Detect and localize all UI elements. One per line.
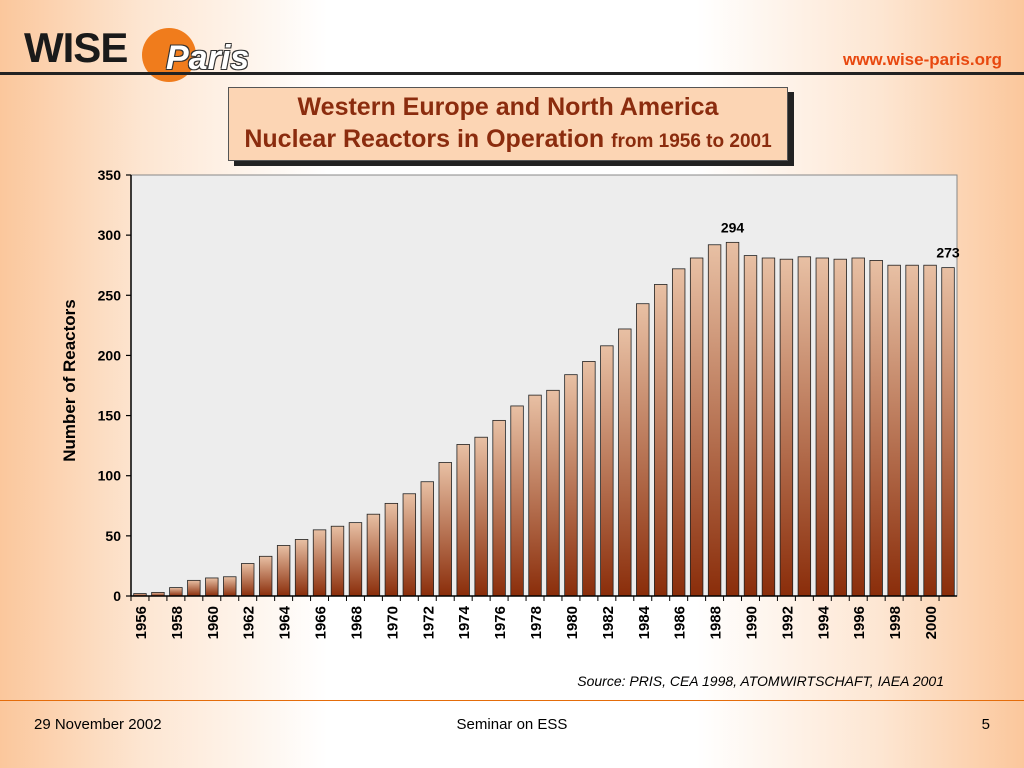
chart-title-line1: Western Europe and North America — [297, 92, 719, 121]
x-tick-label: 1956 — [133, 606, 150, 639]
bar-1988 — [707, 244, 722, 597]
x-tick-label: 1980 — [564, 606, 581, 639]
bar-1967 — [330, 525, 345, 597]
bar-2001 — [941, 267, 955, 597]
bar-1991 — [761, 257, 776, 597]
bar-1971 — [402, 493, 417, 597]
data-label: 273 — [936, 245, 960, 261]
y-tick-label: 200 — [98, 347, 122, 363]
wise-paris-logo: WISE Paris — [24, 24, 254, 82]
x-tick-label: 1970 — [384, 606, 401, 639]
bar-1972 — [420, 481, 434, 597]
bar-1960 — [205, 577, 219, 597]
chart-title-box: Western Europe and North America Nuclear… — [228, 87, 788, 161]
bar-1959 — [187, 579, 201, 597]
website-link[interactable]: www.wise-paris.org — [842, 50, 1002, 69]
bar-1958 — [169, 587, 183, 597]
y-tick-label: 250 — [98, 287, 122, 303]
footer-date: 29 November 2002 — [34, 716, 162, 733]
bar-1989 — [725, 241, 740, 597]
x-tick-label: 1996 — [851, 606, 868, 639]
bar-1973 — [438, 462, 452, 597]
bar-1994 — [815, 257, 830, 597]
bar-1970 — [384, 502, 399, 597]
footer-divider — [0, 700, 1024, 701]
bar-1985 — [654, 284, 668, 597]
x-tick-label: 1972 — [420, 606, 437, 639]
y-axis-label: Number of Reactors — [60, 299, 79, 461]
bar-1998 — [887, 264, 901, 597]
y-axis: 0 50 100 150 200 250 300 350 — [98, 167, 132, 604]
bar-1976 — [492, 419, 506, 597]
data-label: 294 — [721, 219, 745, 235]
bar-1962 — [241, 563, 255, 597]
bar-1980 — [564, 374, 578, 597]
bar-1963 — [258, 555, 273, 597]
x-tick-label: 1978 — [528, 606, 545, 639]
bar-1969 — [366, 513, 381, 597]
bar-1968 — [348, 522, 363, 597]
y-tick-label: 0 — [113, 588, 121, 604]
y-tick-label: 350 — [98, 167, 122, 183]
x-tick-label: 1968 — [348, 606, 365, 639]
bar-2000 — [923, 264, 937, 597]
source-note: Source: PRIS, CEA 1998, ATOMWIRTSCHAFT, … — [577, 673, 944, 689]
bar-1974 — [456, 444, 470, 597]
bar-1981 — [582, 361, 596, 597]
plot-area — [130, 174, 958, 597]
bar-1987 — [689, 257, 704, 597]
x-tick-label: 1964 — [277, 605, 294, 639]
bar-1986 — [671, 268, 686, 597]
x-tick-label: 1976 — [492, 606, 509, 639]
footer-title: Seminar on ESS — [456, 716, 568, 733]
bar-1964 — [276, 545, 291, 597]
x-tick-label: 1990 — [744, 606, 761, 639]
bar-1997 — [869, 260, 883, 597]
x-tick-label: 1986 — [672, 606, 689, 639]
x-tick-label: 1992 — [779, 606, 796, 639]
bar-1965 — [294, 539, 309, 597]
header-divider — [0, 72, 1024, 75]
bar-1977 — [510, 405, 524, 597]
x-tick-label: 1958 — [169, 606, 186, 639]
x-tick-label: 1988 — [708, 606, 725, 639]
bar-1999 — [905, 264, 919, 597]
x-axis: 1956 1958 1960 1962 1964 1966 1968 1970 1972 1974… — [130, 595, 957, 639]
x-tick-label: 1962 — [241, 606, 258, 639]
bar-1995 — [833, 258, 847, 597]
x-tick-label: 1982 — [600, 606, 617, 639]
bar-1993 — [797, 256, 812, 597]
bar-1990 — [743, 255, 758, 597]
bar-1984 — [636, 303, 650, 597]
x-tick-label: 1966 — [313, 606, 330, 639]
bar-1975 — [474, 436, 488, 597]
data-labels: 294 273 — [721, 219, 960, 260]
bar-1966 — [312, 529, 327, 597]
y-tick-label: 50 — [105, 528, 121, 544]
bar-1978 — [528, 394, 542, 597]
chart-title-main: Nuclear Reactors in Operation — [244, 124, 605, 153]
page-number: 5 — [981, 716, 990, 733]
bar-1979 — [546, 389, 560, 597]
x-tick-label: 2000 — [923, 606, 940, 639]
x-tick-label: 1960 — [205, 606, 222, 639]
y-tick-label: 150 — [98, 408, 122, 424]
bars — [133, 241, 955, 597]
y-tick-label: 100 — [98, 468, 122, 484]
x-tick-label: 1998 — [887, 606, 904, 639]
bar-1961 — [223, 576, 237, 597]
bar-1996 — [851, 257, 865, 597]
bar-1992 — [779, 258, 794, 597]
logo-wise-text: WISE — [24, 24, 128, 71]
x-tick-label: 1994 — [815, 605, 832, 639]
bar-1982 — [600, 345, 614, 597]
x-tick-label: 1974 — [456, 605, 473, 639]
chart-title-sub: from 1956 to 2001 — [611, 130, 772, 152]
bar-1983 — [618, 328, 632, 597]
y-tick-label: 300 — [98, 227, 122, 243]
x-tick-label: 1984 — [636, 605, 653, 639]
chart-title-line2: Nuclear Reactors in Operation from 1956 … — [244, 123, 771, 158]
logo-paris-text: Paris — [166, 39, 250, 77]
